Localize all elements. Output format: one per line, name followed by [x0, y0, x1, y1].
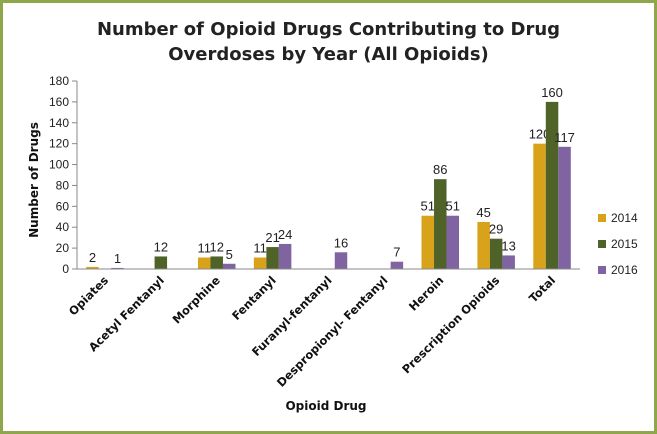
bar-2016: [502, 255, 515, 269]
data-label-2016: 1: [114, 251, 121, 266]
bar-2014: [477, 222, 490, 269]
legend-swatch-2015: [598, 240, 606, 248]
y-tick-label: 100: [49, 158, 69, 172]
y-axis-title: Number of Drugs: [27, 122, 41, 238]
chart-title: Number of Opioid Drugs Contributing to D…: [3, 17, 654, 67]
x-tick-label: Total: [526, 273, 558, 305]
y-tick-label: 180: [49, 74, 69, 88]
data-label-2016: 117: [554, 130, 575, 145]
data-label-2014: 2: [89, 250, 96, 265]
bar-2015: [434, 179, 447, 269]
x-tick-label: Opiates: [66, 273, 111, 318]
x-tick-label: Fentanyl: [229, 273, 279, 323]
bar-2014: [197, 257, 211, 269]
bar-2014: [86, 266, 99, 269]
bar-2016: [334, 252, 348, 269]
y-tick-label: 60: [56, 199, 70, 213]
x-tick-label: Despropionyl- Fentanyl: [274, 273, 390, 389]
legend-swatch-2016: [598, 266, 606, 274]
bar-2015: [266, 247, 279, 269]
chart-title-line-1: Number of Opioid Drugs Contributing to D…: [96, 19, 561, 40]
y-tick-label: 160: [49, 95, 69, 109]
bar-2016: [111, 267, 124, 269]
data-label-2016: 5: [226, 247, 233, 262]
bar-2015: [210, 256, 223, 269]
y-tick-label: 0: [62, 262, 69, 276]
bar-2016: [278, 243, 292, 269]
data-label-2015: 160: [541, 85, 563, 100]
data-label-2014: 11: [253, 241, 267, 256]
bar-2016: [446, 215, 460, 269]
data-label-2016: 16: [334, 235, 348, 250]
data-label-2015: 12: [209, 239, 223, 254]
x-tick-label: Heroin: [406, 273, 446, 313]
x-tick-label: Morphine: [170, 273, 223, 326]
data-label-2014: 11: [197, 241, 211, 256]
legend-label-2016: 2016: [611, 263, 638, 277]
data-label-2016: 51: [446, 199, 460, 214]
bar-2014: [253, 257, 267, 269]
bar-2015: [545, 101, 559, 269]
data-label-2016: 24: [278, 227, 292, 242]
bar-2016: [558, 146, 571, 269]
bar-2014: [421, 215, 435, 269]
bar-2016: [222, 263, 236, 269]
y-tick-label: 20: [56, 241, 70, 255]
bar-2015: [489, 238, 503, 269]
y-tick-label: 120: [49, 137, 69, 151]
legend-swatch-2014: [598, 214, 606, 222]
data-label-2014: 45: [476, 205, 490, 220]
x-axis-title: Opioid Drug: [285, 399, 366, 413]
data-label-2014: 120: [529, 127, 551, 142]
bar-2016: [390, 261, 404, 269]
bar-2015: [154, 256, 168, 269]
data-label-2015: 86: [433, 162, 447, 177]
y-tick-label: 80: [56, 178, 70, 192]
data-label-2016: 13: [501, 238, 515, 253]
y-tick-label: 40: [56, 220, 70, 234]
data-label-2016: 7: [393, 245, 400, 260]
legend-label-2015: 2015: [611, 237, 638, 251]
bar-2014: [533, 143, 546, 269]
x-tick-label: Prescription Opioids: [399, 273, 502, 376]
legend-label-2014: 2014: [611, 211, 638, 225]
data-label-2014: 51: [421, 199, 435, 214]
data-label-2015: 12: [154, 239, 168, 254]
y-tick-label: 140: [49, 116, 69, 130]
chart-title-line-2: Overdoses by Year (All Opioids): [168, 44, 489, 65]
data-label-2015: 29: [489, 222, 503, 237]
data-label-2015: 21: [265, 230, 279, 245]
